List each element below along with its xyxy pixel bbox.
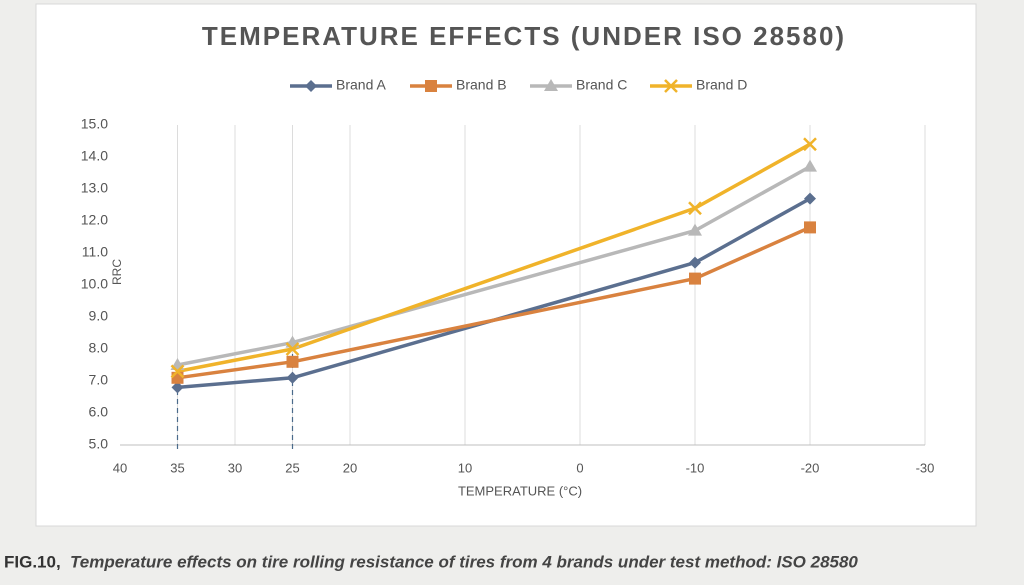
chart-title: TEMPERATURE EFFECTS (UNDER ISO 28580): [202, 21, 846, 51]
legend-marker: [305, 80, 317, 92]
x-tick-label: -20: [801, 460, 820, 475]
point: [688, 201, 702, 216]
legend-item: Brand D: [650, 77, 747, 93]
point: [171, 381, 184, 394]
point: [803, 137, 817, 152]
legend-item: Brand B: [410, 77, 507, 93]
point: [286, 371, 299, 384]
y-tick-label: 10.0: [81, 276, 108, 292]
series-line: [177, 142, 811, 374]
point: [689, 256, 701, 269]
point: [804, 221, 816, 234]
x-tick-label: 25: [285, 460, 299, 475]
legend-label: Brand B: [456, 77, 507, 93]
legend-item: Brand A: [290, 77, 386, 93]
point: [803, 159, 817, 172]
x-tick-label: 30: [228, 460, 242, 475]
point: [286, 355, 299, 368]
legend-label: Brand C: [576, 77, 627, 93]
point: [285, 342, 300, 356]
y-tick-label: 12.0: [81, 212, 108, 228]
y-tick-label: 7.0: [89, 372, 109, 388]
caption-label: FIG.10,: [4, 552, 61, 571]
legend-label: Brand A: [336, 77, 386, 93]
series-line: [177, 165, 811, 367]
point: [804, 192, 816, 205]
y-tick-label: 11.0: [82, 244, 108, 260]
point: [170, 364, 185, 379]
y-tick-label: 6.0: [89, 404, 109, 420]
x-tick-label: 20: [343, 460, 357, 475]
caption-text: Temperature effects on tire rolling resi…: [70, 552, 858, 571]
y-tick-label: 15.0: [81, 116, 108, 132]
series-line: [177, 225, 811, 380]
y-tick-label: 14.0: [81, 148, 108, 164]
legend-item: Brand C: [530, 77, 627, 93]
x-tick-label: 10: [458, 460, 472, 475]
x-tick-label: 40: [113, 460, 127, 475]
point: [689, 272, 701, 285]
x-tick-label: -30: [916, 460, 935, 475]
point: [171, 371, 184, 384]
y-tick-label: 5.0: [89, 436, 109, 452]
y-tick-label: 13.0: [81, 180, 108, 196]
point: [688, 223, 702, 236]
legend-marker: [544, 79, 558, 91]
x-tick-label: 35: [170, 460, 184, 475]
chart-area: [35, 3, 977, 527]
y-tick-label: 8.0: [89, 340, 109, 356]
x-tick-label: 0: [576, 460, 583, 475]
legend-marker: [664, 79, 678, 93]
legend-label: Brand D: [696, 77, 747, 93]
x-tick-label: -10: [686, 460, 705, 475]
x-axis-title: TEMPERATURE (°C): [458, 483, 582, 498]
y-axis-title: RRC: [110, 259, 124, 285]
y-tick-label: 9.0: [89, 308, 109, 324]
legend-marker: [425, 80, 437, 92]
